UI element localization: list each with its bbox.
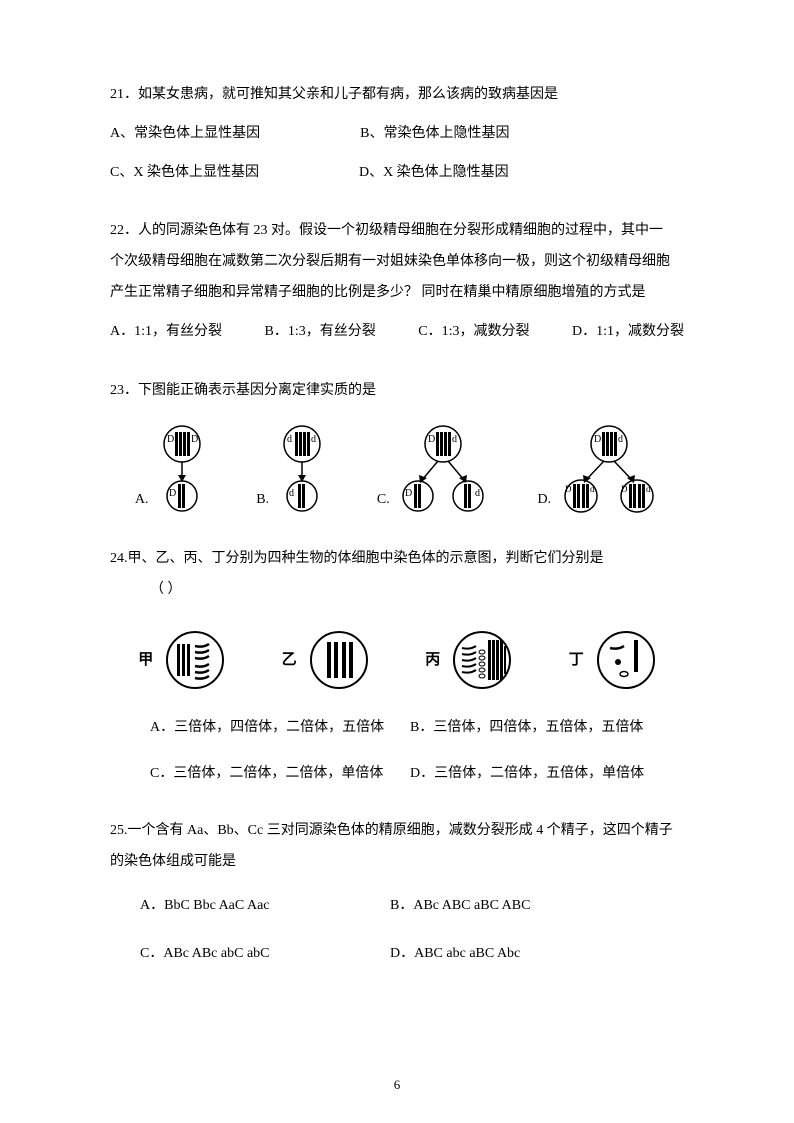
svg-text:d: d — [287, 434, 292, 445]
q24-label-ding: 丁 — [569, 645, 584, 675]
q24-cells: 甲 乙 丙 — [110, 630, 684, 690]
q23-diagD: D. Dd Dd Dd — [537, 424, 659, 514]
svg-text:d: d — [590, 484, 595, 494]
q24-optD: D．三倍体，二倍体，五倍体，单倍体 — [410, 760, 670, 788]
q23-diagC: C. Dd D d — [377, 424, 488, 514]
page-number: 6 — [0, 1077, 794, 1093]
q21-optC: C、X 染色体上显性基因 — [110, 158, 259, 189]
svg-text:D: D — [428, 434, 435, 445]
q22-optC: C．1:3，减数分裂 — [418, 317, 529, 348]
svg-text:D: D — [621, 484, 628, 494]
q25-options: A．BbC Bbc AaC Aac B．ABc ABC aBC ABC C．AB… — [110, 892, 684, 968]
question-24: 24.甲、乙、丙、丁分别为四种生物的体细胞中染色体的示意图，判断它们分别是 （ … — [110, 544, 684, 788]
q25-optA: A．BbC Bbc AaC Aac — [140, 892, 390, 920]
q24-cell-ding: 丁 — [569, 630, 656, 690]
q22-optB: B．1:3，有丝分裂 — [265, 317, 376, 348]
question-21: 21．如某女患病，就可推知其父亲和儿子都有病，那么该病的致病基因是 A、常染色体… — [110, 80, 684, 188]
cell-bing-icon — [452, 630, 512, 690]
cell-ding-icon — [596, 630, 656, 690]
question-23: 23．下图能正确表示基因分离定律实质的是 A. D D D B. d — [110, 376, 684, 515]
q21-optB: B、常染色体上隐性基因 — [360, 119, 509, 150]
svg-text:D: D — [169, 488, 176, 499]
q24-optB: B．三倍体，四倍体，五倍体，五倍体 — [410, 714, 670, 742]
q23-stem: 23．下图能正确表示基因分离定律实质的是 — [110, 376, 684, 407]
q24-stem: 24.甲、乙、丙、丁分别为四种生物的体细胞中染色体的示意图，判断它们分别是 — [110, 544, 684, 575]
q22-stem1: 22．人的同源染色体有 23 对。假设一个初级精母细胞在分裂形成精细胞的过程中，… — [110, 216, 684, 247]
q22-options: A．1:1，有丝分裂 B．1:3，有丝分裂 C．1:3，减数分裂 D．1:1，减… — [110, 317, 684, 348]
q21-options-row1: A、常染色体上显性基因 B、常染色体上隐性基因 — [110, 119, 684, 150]
q24-options: A．三倍体，四倍体，二倍体，五倍体 B．三倍体，四倍体，五倍体，五倍体 C．三倍… — [110, 714, 684, 788]
q25-optD: D．ABC abc aBC Abc — [390, 940, 640, 968]
q21-stem: 21．如某女患病，就可推知其父亲和儿子都有病，那么该病的致病基因是 — [110, 80, 684, 111]
cell-jia-icon — [165, 630, 225, 690]
q25-optB: B．ABc ABC aBC ABC — [390, 892, 640, 920]
svg-text:d: d — [618, 434, 623, 445]
svg-text:D: D — [565, 484, 572, 494]
q22-stem2: 个次级精母细胞在减数第二次分裂后期有一对姐妹染色单体移向一极，则这个初级精母细胞 — [110, 247, 684, 278]
q22-optD: D．1:1，减数分裂 — [572, 317, 684, 348]
svg-text:D: D — [594, 434, 601, 445]
q25-optC: C．ABc ABc abC abC — [140, 940, 390, 968]
q25-stem2: 的染色体组成可能是 — [110, 847, 684, 878]
svg-text:d: d — [452, 434, 457, 445]
q23-diagA: A. D D D — [135, 424, 207, 514]
gene-diagram-C-icon: Dd D d — [398, 424, 488, 514]
svg-text:d: d — [475, 488, 480, 499]
svg-text:d: d — [311, 434, 316, 445]
q24-optA: A．三倍体，四倍体，二倍体，五倍体 — [150, 714, 410, 742]
gene-diagram-D-icon: Dd Dd Dd — [559, 424, 659, 514]
cell-yi-icon — [309, 630, 369, 690]
gene-diagram-B-icon: d d d — [277, 424, 327, 514]
q23-labelC: C. — [377, 486, 390, 514]
question-25: 25.一个含有 Aa、Bb、Cc 三对同源染色体的精原细胞，减数分裂形成 4 个… — [110, 816, 684, 968]
q23-labelD: D. — [537, 486, 551, 514]
svg-text:d: d — [289, 488, 294, 499]
q22-optA: A．1:1，有丝分裂 — [110, 317, 222, 348]
q24-label-jia: 甲 — [138, 645, 153, 675]
q25-stem1: 25.一个含有 Aa、Bb、Cc 三对同源染色体的精原细胞，减数分裂形成 4 个… — [110, 816, 684, 847]
q21-optA: A、常染色体上显性基因 — [110, 119, 260, 150]
q24-label-bing: 丙 — [425, 645, 440, 675]
q23-diagrams: A. D D D B. d d — [110, 424, 684, 514]
svg-text:D: D — [191, 434, 198, 445]
q24-label-yi: 乙 — [282, 645, 297, 675]
q21-options-row2: C、X 染色体上显性基因 D、X 染色体上隐性基因 — [110, 158, 684, 189]
q24-optC: C．三倍体，二倍体，二倍体，单倍体 — [150, 760, 410, 788]
q23-labelA: A. — [135, 486, 149, 514]
q24-cell-jia: 甲 — [138, 630, 225, 690]
svg-text:d: d — [646, 484, 651, 494]
svg-text:D: D — [405, 488, 412, 499]
q22-stem3: 产生正常精子细胞和异常精子细胞的比例是多少？ 同时在精巢中精原细胞增殖的方式是 — [110, 278, 684, 309]
q21-optD: D、X 染色体上隐性基因 — [359, 158, 509, 189]
question-22: 22．人的同源染色体有 23 对。假设一个初级精母细胞在分裂形成精细胞的过程中，… — [110, 216, 684, 347]
gene-diagram-A-icon: D D D — [157, 424, 207, 514]
q24-paren: （ ） — [110, 575, 684, 606]
svg-text:D: D — [167, 434, 174, 445]
q24-cell-bing: 丙 — [425, 630, 512, 690]
q23-labelB: B. — [256, 486, 269, 514]
q24-cell-yi: 乙 — [282, 630, 369, 690]
q23-diagB: B. d d d — [256, 424, 327, 514]
